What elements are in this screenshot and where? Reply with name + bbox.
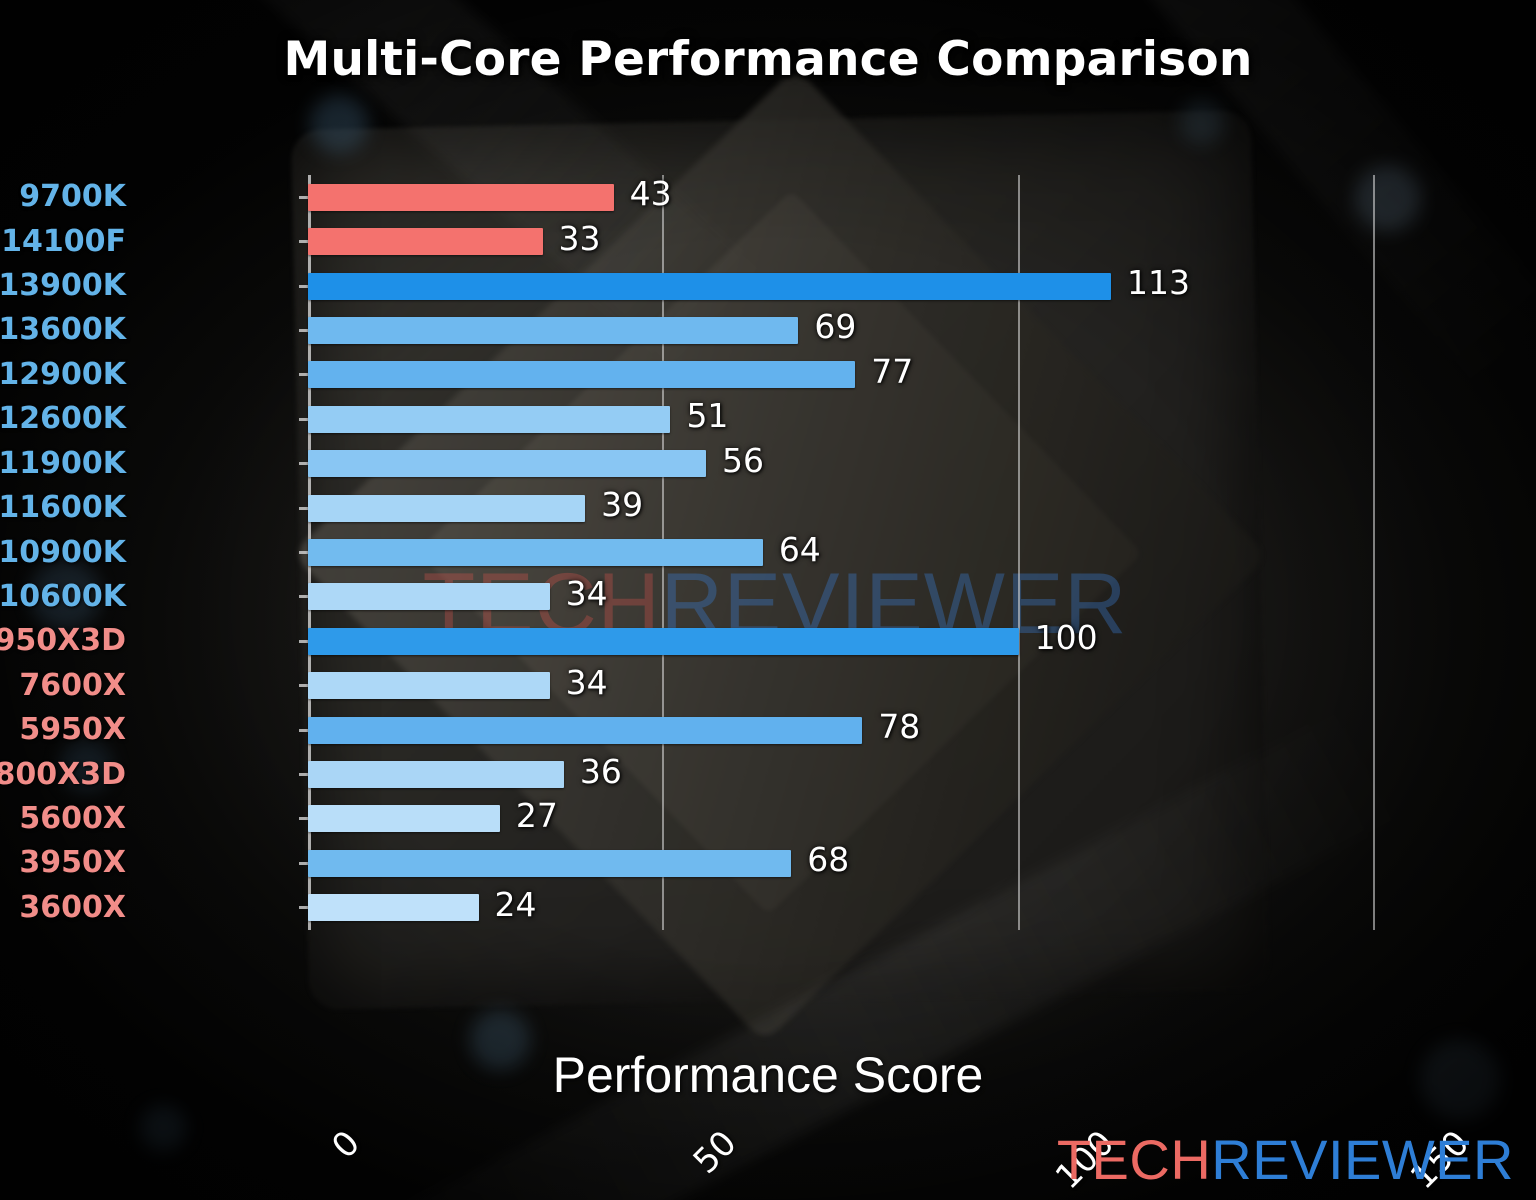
bar-value-5950X: 78 <box>878 707 921 747</box>
bar-7950X3D[interactable] <box>308 627 1019 655</box>
y-tick-13900K <box>299 284 308 288</box>
bar-value-3600X: 24 <box>494 884 537 924</box>
y-axis-label-12600K: 12600K <box>0 401 126 437</box>
bar-value-11600K: 39 <box>601 485 644 525</box>
bar-value-7950X3D: 100 <box>1034 618 1098 658</box>
y-axis-label-5600X: 5600X <box>19 800 126 836</box>
x-axis-label: Performance Score <box>552 1047 984 1103</box>
bar-5800X3D[interactable] <box>308 761 564 789</box>
y-axis-label-12900K: 12900K <box>0 356 126 392</box>
bar-value-5600X: 27 <box>515 795 558 835</box>
bar-value-13600K: 69 <box>814 307 857 347</box>
bar-value-5800X3D: 36 <box>579 751 622 791</box>
y-tick-10900K <box>299 551 308 554</box>
y-axis-label-14100F: 14100F <box>1 223 126 259</box>
y-axis-label-11600K: 11600K <box>0 490 126 526</box>
bar-7600X[interactable] <box>308 672 550 700</box>
bar-5600X[interactable] <box>308 805 500 833</box>
y-tick-9700K <box>299 195 308 199</box>
bar-value-11900K: 56 <box>721 440 764 480</box>
y-tick-11600K <box>299 506 308 510</box>
bar-3600X[interactable] <box>308 894 479 922</box>
y-tick-3950X <box>299 861 308 865</box>
bar-5950X[interactable] <box>308 716 863 744</box>
bar-value-7600X: 34 <box>565 662 608 702</box>
logo-tech: TECH <box>1056 1128 1212 1191</box>
y-tick-12600K <box>299 417 308 421</box>
plot-area: 43 9700K 33 14100F 113 13900K 69 13600K 77 12900K… <box>0 174 1477 1197</box>
techreviewer-logo: TECHREVIEWER <box>1057 1127 1514 1192</box>
y-tick-5800X3D <box>299 773 308 777</box>
y-axis-label-10900K: 10900K <box>0 534 126 570</box>
chart-title: Multi-Core Performance Comparison <box>283 32 1253 87</box>
y-axis-label-5800X3D: 5800X3D <box>0 756 126 792</box>
y-tick-7950X3D <box>299 639 308 643</box>
bar-11900K[interactable] <box>308 450 706 478</box>
y-axis-label-13600K: 13600K <box>0 312 126 348</box>
bar-13900K[interactable] <box>308 272 1112 300</box>
y-axis-label-10600K: 10600K <box>0 578 126 614</box>
bar-10600K[interactable] <box>308 583 550 611</box>
bar-11600K[interactable] <box>308 494 586 522</box>
y-tick-14100F <box>299 240 308 244</box>
bar-3950X[interactable] <box>308 849 792 877</box>
bar-value-13900K: 113 <box>1127 263 1191 303</box>
y-tick-5950X <box>299 728 308 732</box>
y-axis-label-9700K: 9700K <box>19 179 126 215</box>
bar-13600K[interactable] <box>308 316 799 344</box>
bar-12600K[interactable] <box>308 405 671 433</box>
bar-value-3950X: 68 <box>807 840 850 880</box>
y-axis-label-7600X: 7600X <box>19 667 126 703</box>
y-axis-label-13900K: 13900K <box>0 268 126 304</box>
bar-value-12600K: 51 <box>686 396 729 436</box>
gridline-100 <box>1017 175 1020 930</box>
y-axis-label-3950X: 3950X <box>19 845 126 881</box>
y-tick-12900K <box>299 373 308 377</box>
bar-value-12900K: 77 <box>871 351 914 391</box>
bar-value-9700K: 43 <box>629 174 672 214</box>
logo-reviewer: REVIEWER <box>1211 1128 1514 1191</box>
y-axis-label-3600X: 3600X <box>19 889 126 925</box>
y-tick-7600X <box>299 684 308 688</box>
y-tick-3600X <box>299 906 308 910</box>
y-axis-label-11900K: 11900K <box>0 445 126 481</box>
gridline-150 <box>1373 175 1375 930</box>
y-tick-10600K <box>299 595 308 599</box>
y-axis-label-5950X: 5950X <box>19 712 126 748</box>
bar-value-14100F: 33 <box>558 218 601 258</box>
y-tick-5600X <box>299 817 308 821</box>
bar-9700K[interactable] <box>308 183 614 211</box>
bar-value-10600K: 34 <box>565 573 608 613</box>
y-tick-13600K <box>299 328 308 332</box>
y-tick-11900K <box>299 462 308 466</box>
bar-value-10900K: 64 <box>778 529 821 569</box>
bar-12900K[interactable] <box>308 361 856 389</box>
bar-10900K[interactable] <box>308 539 763 566</box>
y-axis-label-7950X3D: 7950X3D <box>0 623 126 659</box>
bar-14100F[interactable] <box>308 228 543 256</box>
